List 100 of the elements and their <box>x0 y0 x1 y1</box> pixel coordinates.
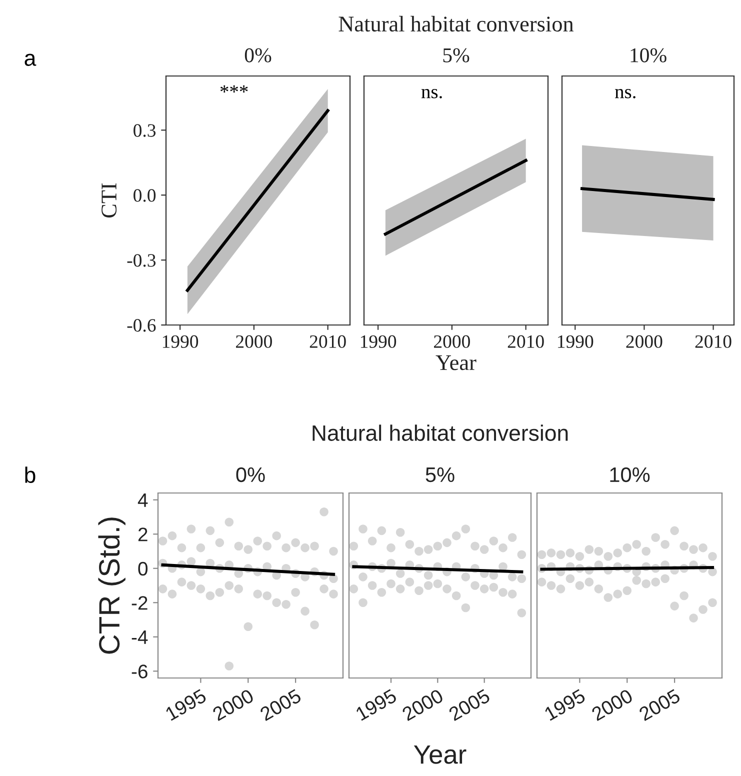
point <box>329 590 338 598</box>
point <box>433 579 442 588</box>
point <box>272 531 281 540</box>
point <box>168 531 177 540</box>
point <box>604 593 613 602</box>
point <box>224 662 234 670</box>
point <box>461 572 470 582</box>
x-tick-label: 2005 <box>448 688 491 722</box>
text: b <box>25 466 36 483</box>
point <box>424 581 433 590</box>
point <box>158 536 168 546</box>
point <box>470 542 480 550</box>
x-tick-label: 2005 <box>259 688 302 722</box>
point <box>424 570 433 580</box>
point <box>442 584 452 594</box>
point <box>300 606 310 616</box>
point <box>622 543 632 552</box>
chart-subtitle: 0% <box>244 48 272 62</box>
x-tick-label: 2000 <box>626 335 662 348</box>
point <box>329 546 338 556</box>
point <box>186 581 196 590</box>
point <box>414 586 424 596</box>
point <box>622 586 632 596</box>
point <box>282 600 290 609</box>
x-tick-label: 2000 <box>401 688 444 722</box>
point <box>177 578 186 586</box>
point <box>566 548 575 558</box>
point <box>215 538 224 548</box>
point <box>594 584 604 594</box>
point <box>158 584 168 594</box>
y-tick-label: 2 <box>138 528 148 542</box>
point <box>613 590 622 598</box>
point <box>575 581 584 590</box>
x-axis-title: Year <box>414 745 466 764</box>
point <box>604 552 613 561</box>
point <box>358 598 368 608</box>
point <box>196 584 206 594</box>
point <box>670 526 679 536</box>
point <box>405 540 414 549</box>
chart-subtitle: 5% <box>443 48 470 62</box>
y-tick-label: -2 <box>132 596 148 610</box>
y-tick-label: 0 <box>138 562 148 576</box>
point <box>386 543 396 552</box>
point <box>262 591 272 600</box>
x-tick-label: 1995 <box>544 688 586 721</box>
y-tick-label: 4 <box>138 494 148 507</box>
chart-subtitle: 0% <box>236 467 265 482</box>
point <box>642 546 650 556</box>
point <box>680 542 688 550</box>
point <box>508 533 517 542</box>
annotation: ns. <box>421 88 442 98</box>
point <box>386 579 396 588</box>
point <box>489 582 498 592</box>
point <box>177 543 186 552</box>
x-tick-label: 1995 <box>355 688 398 721</box>
point <box>517 608 526 618</box>
y-tick-label: -6 <box>132 664 148 678</box>
point <box>282 543 290 552</box>
point <box>689 545 698 554</box>
point <box>349 542 358 550</box>
point <box>452 531 461 540</box>
annotation: *** <box>220 85 248 93</box>
x-tick-label: 1995 <box>164 688 208 721</box>
point <box>461 603 470 612</box>
point <box>546 581 556 590</box>
point <box>556 584 566 594</box>
point <box>480 545 489 554</box>
y-tick-label: 0.3 <box>134 124 156 137</box>
point <box>206 591 215 600</box>
point <box>396 584 405 594</box>
point <box>253 590 262 598</box>
point <box>508 572 517 582</box>
point <box>461 524 470 534</box>
x-tick-label: 2000 <box>236 335 272 348</box>
point <box>358 524 368 534</box>
point <box>632 540 642 549</box>
point <box>368 581 377 590</box>
x-tick-label: 2005 <box>638 688 682 722</box>
chart-title: Natural habitat conversion <box>312 424 568 441</box>
chart-title: Natural habitat conversion <box>338 16 574 32</box>
point <box>698 605 708 614</box>
point <box>244 545 253 554</box>
point <box>498 543 508 552</box>
point <box>291 588 300 597</box>
y-axis-title: CTI <box>102 183 117 218</box>
point <box>186 557 196 566</box>
point <box>689 614 698 622</box>
point <box>291 538 300 548</box>
y-tick-label: -0.6 <box>127 319 156 332</box>
point <box>660 540 670 549</box>
y-tick-label: -4 <box>132 630 148 644</box>
point <box>517 574 526 584</box>
point <box>224 518 234 527</box>
point <box>584 545 594 554</box>
point <box>566 574 575 584</box>
point <box>508 590 517 598</box>
x-tick-label: 2000 <box>434 335 470 348</box>
point <box>613 548 622 558</box>
point <box>556 550 566 560</box>
chart-subtitle: 10% <box>610 467 650 482</box>
